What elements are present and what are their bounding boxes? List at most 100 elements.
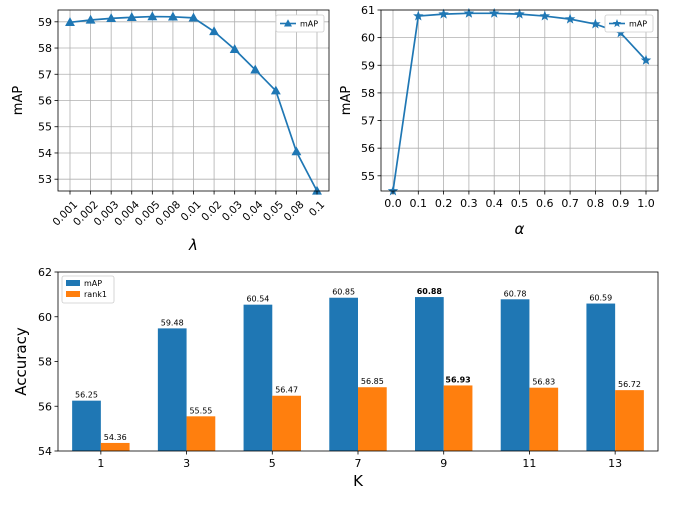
data-label: 60.85: [332, 288, 355, 297]
y-tick-label: 58: [38, 356, 52, 369]
bar-rank1-k7: [358, 387, 387, 451]
x-tick-label: 9: [440, 457, 447, 470]
data-label: 60.78: [504, 289, 527, 298]
legend-label-mAP: mAP: [84, 279, 102, 288]
data-point: [387, 185, 399, 196]
data-point: [291, 146, 302, 156]
data-label: 56.83: [532, 378, 555, 387]
x-tick-label: 0.8: [587, 197, 605, 210]
bar-rank1-k3: [186, 416, 216, 451]
data-point: [438, 8, 449, 19]
data-point: [640, 54, 652, 65]
data-point: [463, 7, 475, 18]
legend-swatch-mAP: [66, 280, 80, 286]
x-tick-label: 5: [269, 457, 276, 470]
x-tick-label: 0.7: [561, 197, 579, 210]
data-point: [514, 8, 525, 19]
data-point: [539, 10, 551, 21]
data-point: [590, 18, 601, 29]
data-label: 60.54: [246, 295, 269, 304]
bar-mAP-k7: [329, 297, 358, 451]
y-tick-label: 55: [361, 170, 375, 183]
data-point: [488, 7, 500, 18]
legend-label-mAP: mAP: [300, 20, 318, 29]
data-point: [209, 26, 220, 36]
data-label: 59.48: [161, 318, 184, 327]
y-axis-label: Accuracy: [12, 327, 30, 396]
data-label: 60.88: [417, 287, 443, 296]
y-tick-label: 54: [38, 147, 52, 160]
y-axis-label: mAP: [11, 86, 26, 116]
y-tick-label: 56: [361, 142, 375, 155]
data-label: 56.85: [361, 377, 384, 386]
legend-label-mAP: mAP: [629, 20, 647, 29]
x-tick-label: 0.05: [261, 199, 286, 224]
data-point: [65, 17, 75, 26]
x-tick-label: 0.03: [220, 199, 245, 224]
data-point: [250, 64, 261, 74]
data-point: [564, 13, 576, 24]
data-label: 56.72: [618, 380, 641, 389]
y-tick-label: 57: [38, 68, 52, 81]
data-label: 55.55: [189, 406, 212, 415]
x-tick-label: 7: [355, 457, 362, 470]
y-tick-label: 53: [38, 173, 52, 186]
x-tick-label: 0.1: [307, 199, 327, 219]
x-axis-label: λ: [188, 236, 198, 254]
y-tick-label: 58: [361, 87, 375, 100]
x-tick-label: 0.08: [282, 199, 307, 224]
x-axis-label: α: [515, 220, 525, 238]
bar-mAP-k11: [500, 299, 530, 451]
data-point: [188, 12, 199, 22]
alpha-chart: 55 56 57 58 59 60 61 0.0 0.1 0.2 0.3 0.4 0.5 0.6 0.7 0.…: [339, 4, 659, 238]
x-tick-label: 3: [183, 457, 190, 470]
x-tick-label: 0.3: [460, 197, 478, 210]
bar-mAP-k5: [243, 304, 273, 451]
legend-marker: [284, 19, 292, 27]
y-tick-label: 54: [38, 445, 52, 458]
y-tick-label: 59: [361, 59, 375, 72]
bar-mAP-k1: [72, 400, 101, 451]
data-point: [106, 13, 117, 23]
bar-rank1-k1: [100, 442, 130, 451]
y-tick-label: 61: [361, 4, 375, 17]
legend-marker: [612, 19, 622, 28]
data-point: [413, 10, 424, 21]
y-tick-label: 58: [38, 42, 52, 55]
bar-mAP-k13: [586, 303, 616, 451]
legend-swatch-rank1: [66, 291, 80, 297]
x-tick-label: 0.0: [384, 197, 402, 210]
data-point: [615, 27, 626, 38]
bar-mAP-k9: [415, 297, 444, 451]
x-tick-label: 13: [608, 457, 622, 470]
legend-label-rank1: rank1: [84, 290, 107, 299]
y-tick-label: 57: [361, 115, 375, 128]
lambda-chart: 535455565758590.0010.0020.0030.0040.0050…: [11, 9, 330, 254]
data-point: [229, 44, 240, 53]
bar-rank1-k9: [443, 385, 473, 451]
data-point: [85, 14, 96, 24]
bar-rank1-k5: [272, 395, 301, 451]
x-tick-label: 11: [522, 457, 536, 470]
legend: mAP: [275, 14, 325, 33]
y-tick-label: 60: [361, 32, 375, 45]
data-label: 56.47: [275, 386, 298, 395]
legend: mAP: [604, 14, 654, 33]
x-tick-label: 0.2: [435, 197, 453, 210]
data-label: 60.59: [589, 294, 612, 303]
legend: mAP rank1: [61, 275, 115, 304]
data-point: [126, 12, 137, 21]
x-tick-label: 0.01: [179, 199, 204, 224]
bar-mAP-k3: [157, 328, 187, 451]
x-tick-label: 1: [97, 457, 104, 470]
x-tick-label: 0.5: [511, 197, 529, 210]
data-point: [167, 11, 178, 21]
data-label: 54.36: [104, 433, 127, 442]
y-axis-label: mAP: [339, 86, 354, 116]
k-bar-chart: 56.25 54.36 1 59.48 55.55 3 60.54 56.47 5 60.85 56…: [12, 266, 659, 490]
x-tick-label: 0.04: [240, 199, 265, 224]
x-axis-label: K: [353, 472, 364, 490]
x-tick-label: 0.1: [410, 197, 428, 210]
bar-rank1-k11: [529, 387, 559, 451]
legend-frame: [275, 14, 325, 33]
